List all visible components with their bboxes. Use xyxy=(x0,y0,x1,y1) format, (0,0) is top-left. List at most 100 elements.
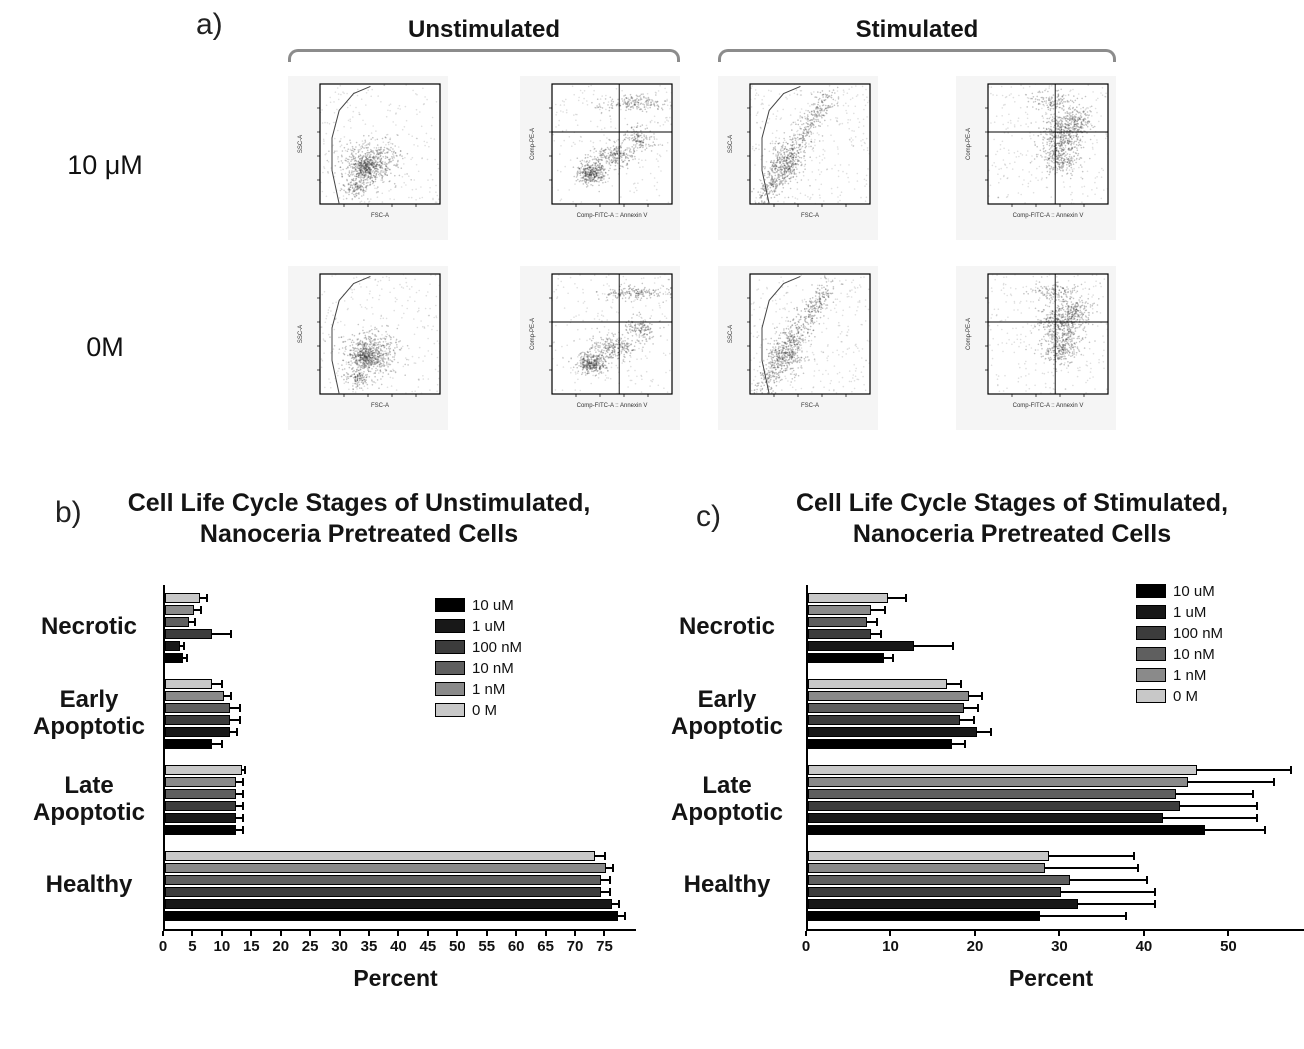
chart-c-title-line-1: Cell Life Cycle Stages of Stimulated, xyxy=(795,489,1229,517)
scatter-dots xyxy=(988,84,1108,204)
bar-1uM xyxy=(165,812,236,823)
bar-row xyxy=(165,640,649,652)
plot-frame xyxy=(551,273,673,395)
x-axis-label-fsc: FSC-A xyxy=(371,213,389,219)
chart-c-title: Cell Life Cycle Stages of Stimulated, Na… xyxy=(752,488,1272,551)
bar-row xyxy=(808,898,1304,910)
tick-label: 40 xyxy=(390,937,407,955)
error-bar-cap xyxy=(624,911,627,920)
tick-mark xyxy=(250,930,253,936)
error-bar-cap xyxy=(879,629,882,638)
y-axis-label-pe: Comp-PE-A xyxy=(530,128,536,160)
error-bar-cap xyxy=(206,593,209,602)
bar-row xyxy=(165,898,649,910)
category-label-line: Necrotic xyxy=(678,613,776,641)
legend-item-10nM: 10 nM xyxy=(1136,646,1223,663)
chart-b-title-line-2: Nanoceria Pretreated Cells xyxy=(199,520,519,549)
error-bar xyxy=(1196,768,1290,771)
error-bar-cap xyxy=(229,691,232,700)
category-row-late-apoptotic: Late Apoptotic xyxy=(648,756,1304,843)
bar-row xyxy=(808,874,1304,886)
category-label-line: Healthy xyxy=(683,871,771,899)
category-label: Healthy xyxy=(15,871,163,899)
legend-swatch xyxy=(435,640,465,654)
unstimulated-group: Unstimulated FSC-A SSC-A Comp-FITC-A :: A… xyxy=(288,16,680,430)
category-row-necrotic: Necrotic xyxy=(15,584,649,671)
unstimulated-header: Unstimulated xyxy=(407,16,560,43)
bar-row xyxy=(165,824,649,836)
tick-label: 0 xyxy=(158,937,168,955)
error-bar xyxy=(871,608,885,611)
legend-label: 1 nM xyxy=(1173,666,1207,684)
error-bar-cap xyxy=(989,727,992,736)
error-bar xyxy=(1162,816,1256,819)
bar-row xyxy=(165,776,649,788)
legend-swatch xyxy=(1136,626,1166,640)
error-bar xyxy=(964,706,977,709)
bar-row xyxy=(808,690,1304,702)
error-bar-cap xyxy=(612,863,615,872)
category-label-line: Apoptotic xyxy=(671,712,783,740)
bar-10nM xyxy=(808,616,868,627)
bar-1nM xyxy=(165,690,224,701)
bar-row xyxy=(808,788,1304,800)
stimulated-bracket xyxy=(718,49,1116,62)
legend-item-1nM: 1 nM xyxy=(1136,667,1223,684)
scatter-dots xyxy=(988,274,1108,394)
bars-group xyxy=(163,842,649,929)
error-bar xyxy=(200,596,207,599)
panel-b-label: b) xyxy=(55,496,82,529)
tick-mark xyxy=(397,930,400,936)
tick-label: 30 xyxy=(331,937,348,955)
error-bar xyxy=(976,730,990,733)
bar-100nM xyxy=(165,886,601,897)
legend-item-10uM: 10 uM xyxy=(1136,583,1223,600)
tick-mark xyxy=(973,930,976,936)
bar-1uM xyxy=(808,898,1079,909)
bar-row xyxy=(165,604,649,616)
bar-10uM xyxy=(165,910,619,921)
tick-mark xyxy=(544,930,547,936)
plot-frame xyxy=(319,83,441,205)
stimulated-header: Stimulated xyxy=(855,16,979,43)
category-label-line: Apoptotic xyxy=(671,798,783,826)
error-bar xyxy=(968,694,982,697)
bar-row xyxy=(165,886,649,898)
tick-mark xyxy=(574,930,577,936)
tick-label: 50 xyxy=(448,937,466,955)
bar-row xyxy=(808,652,1304,664)
flow-plot-stim-0m-annexin: Comp-FITC-A :: Annexin V Comp-PE-A xyxy=(956,266,1116,430)
legend-label: 10 nM xyxy=(472,659,514,677)
y-axis-label-pe: Comp-PE-A xyxy=(966,318,972,350)
bar-10uM xyxy=(808,652,885,663)
plot-frame xyxy=(551,83,673,205)
error-bar xyxy=(212,682,221,685)
chart-b-title-line-1: Cell Life Cycle Stages of Unstimulated, xyxy=(127,489,591,517)
error-bar-cap xyxy=(1133,851,1136,860)
error-bar-cap xyxy=(603,851,606,860)
tick-label: 0 xyxy=(801,937,811,955)
flow-cytometry-svg: Comp-FITC-A :: Annexin V Comp-PE-A xyxy=(966,273,1109,409)
error-bar-cap xyxy=(618,899,621,908)
category-row-early-apoptotic: Early Apoptotic xyxy=(648,670,1304,757)
error-bar xyxy=(1061,890,1155,893)
bar-row xyxy=(808,604,1304,616)
bar-row xyxy=(808,764,1304,776)
error-bar-cap xyxy=(220,679,223,688)
bar-chart-stimulated: Necrotic Early Apoptotic Late Apoptotic Healt… xyxy=(648,583,1304,992)
error-bar xyxy=(1048,854,1134,857)
x-axis-label-annexin: Comp-FITC-A :: Annexin V xyxy=(1013,213,1084,219)
error-bar-cap xyxy=(194,617,197,626)
legend-swatch xyxy=(435,619,465,633)
bar-10nM xyxy=(165,702,230,713)
category-label: Early Apoptotic xyxy=(15,686,163,741)
category-label-line: Early xyxy=(697,685,757,713)
legend-label: 100 nM xyxy=(472,638,523,656)
bar-1uM xyxy=(808,812,1163,823)
gate-outline xyxy=(331,85,371,205)
x-axis-line xyxy=(806,928,1304,931)
error-bar-cap xyxy=(238,703,241,712)
x-axis-ticks: 0 10 20 30 40 50 xyxy=(802,930,1304,963)
legend-swatch xyxy=(1136,689,1166,703)
legend-label: 10 uM xyxy=(1173,582,1215,600)
